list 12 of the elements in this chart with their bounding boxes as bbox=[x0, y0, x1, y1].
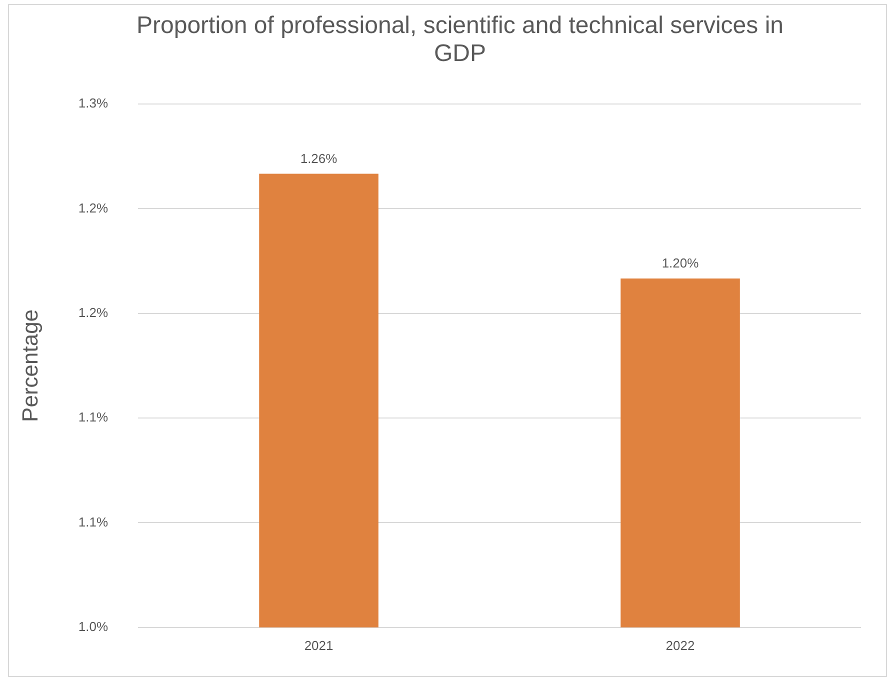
x-tick-label: 2021 bbox=[304, 638, 334, 653]
data-label: 1.26% bbox=[300, 150, 338, 166]
y-tick-label: 1.1% bbox=[78, 514, 108, 530]
y-tick-label: 1.1% bbox=[78, 410, 108, 425]
y-axis-title: Percentage bbox=[17, 309, 42, 422]
x-tick-label: 2022 bbox=[666, 638, 695, 653]
y-tick-label: 1.0% bbox=[78, 618, 108, 634]
chart-title: Proportion of professional, scientific and technical services in GDP bbox=[136, 12, 784, 68]
y-tick-label: 1.2% bbox=[78, 304, 108, 320]
y-tick-label: 1.3% bbox=[78, 96, 108, 111]
y-tick-label: 1.2% bbox=[78, 200, 108, 216]
data-label: 1.20% bbox=[662, 256, 700, 271]
